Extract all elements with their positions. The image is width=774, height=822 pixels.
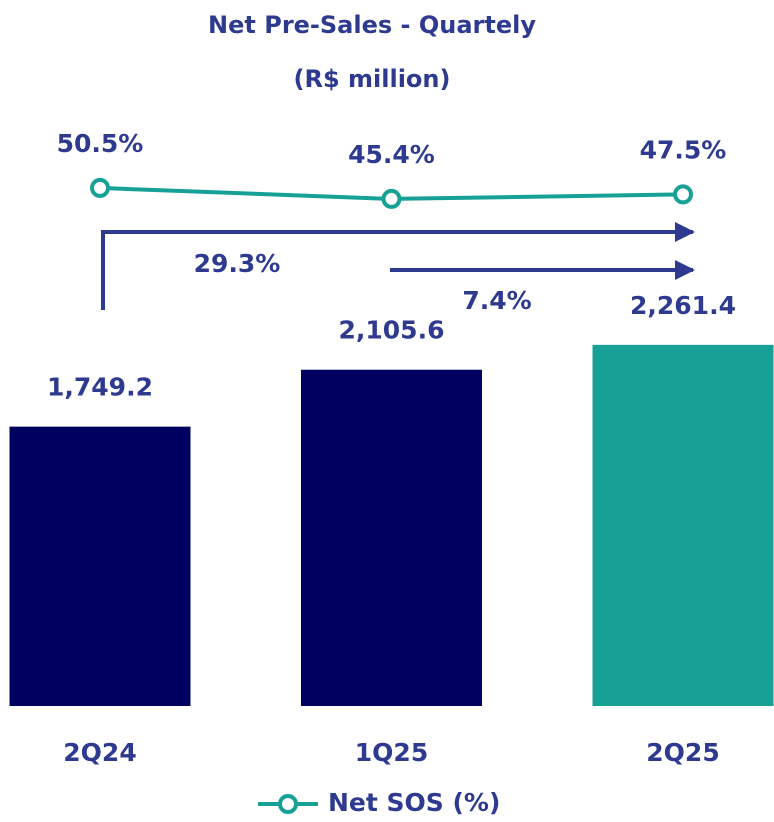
- line-value-label: 50.5%: [57, 129, 144, 158]
- x-tick-label: 2Q24: [63, 738, 136, 767]
- growth-arrow: [101, 222, 695, 310]
- line-value-label: 47.5%: [640, 135, 727, 164]
- annotation: 7.4%: [462, 286, 531, 315]
- chart-subtitle: (R$ million): [294, 65, 451, 93]
- legend-marker: [278, 794, 298, 814]
- bar: [592, 344, 774, 706]
- line-value-label: 45.4%: [348, 140, 435, 169]
- x-tick-label: 2Q25: [646, 738, 719, 767]
- line-point: [90, 177, 110, 198]
- legend-label: Net SOS (%): [328, 788, 500, 817]
- chart-title: Net Pre-Sales - Quartely: [208, 11, 536, 39]
- line-point: [381, 188, 402, 209]
- x-tick-label: 1Q25: [355, 738, 428, 767]
- value-label: 2,261.4: [630, 291, 736, 320]
- value-label: 2,105.6: [339, 316, 445, 345]
- annotation: 29.3%: [194, 249, 281, 278]
- bar: [9, 426, 191, 706]
- value-label: 1,749.2: [47, 373, 153, 402]
- line-point: [673, 184, 693, 205]
- bar: [301, 369, 482, 706]
